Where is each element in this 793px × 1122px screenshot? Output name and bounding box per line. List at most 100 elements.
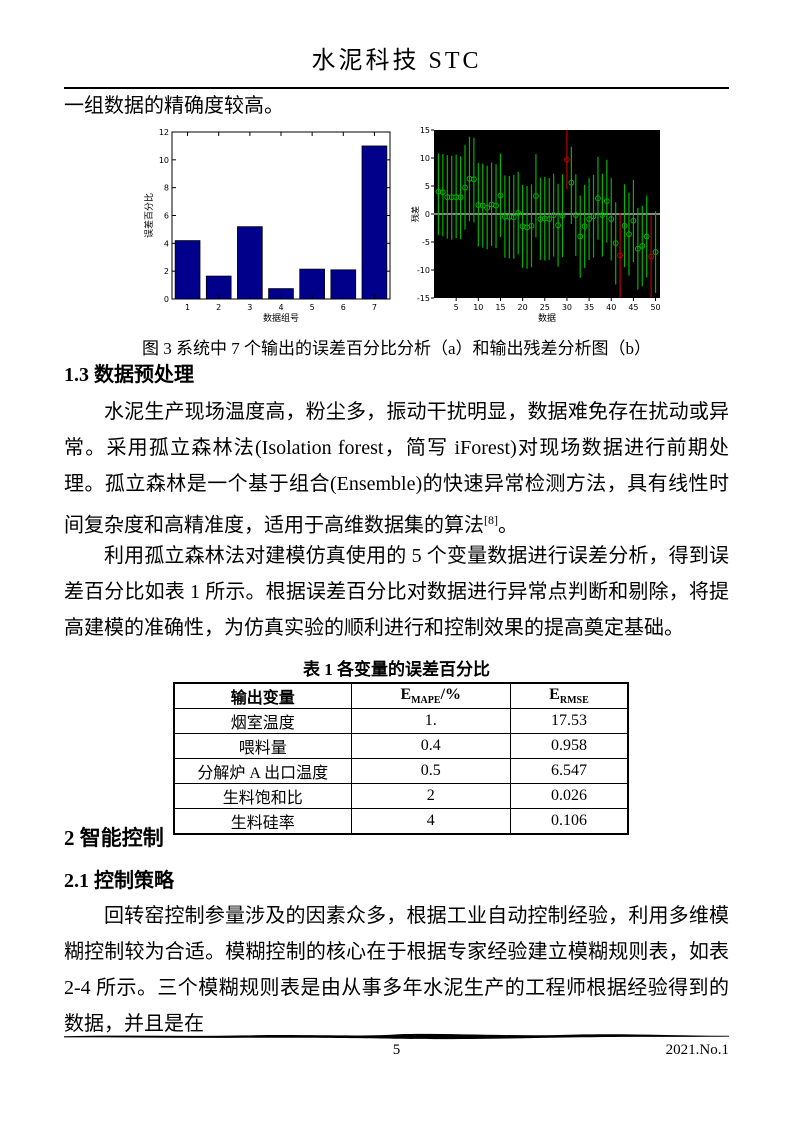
header-symbol: E xyxy=(400,685,412,703)
data-point xyxy=(612,240,619,247)
table-row: 生料硅率 4 0.106 xyxy=(173,808,629,835)
y-tick-label: 4 xyxy=(164,239,169,248)
data-point xyxy=(626,231,632,238)
section-heading-2-1: 2.1 控制策略 xyxy=(64,870,174,892)
y-tick-label: 15 xyxy=(420,126,430,135)
paragraph-text: 水泥生产现场温度高，粉尘多，振动干扰明显，数据难免存在扰动或异常。采用孤立森林法… xyxy=(64,401,729,537)
x-tick-label: 4 xyxy=(278,303,283,312)
data-point xyxy=(590,213,597,220)
y-tick-label: -10 xyxy=(417,266,430,275)
header-subscript: RMSE xyxy=(559,695,589,707)
figure-3-caption: 图 3 系统中 7 个输出的误差百分比分析（a）和输出残差分析图（b） xyxy=(141,339,652,358)
x-tick-label: 6 xyxy=(341,303,346,312)
issue-label: 2021.No.1 xyxy=(665,1042,729,1058)
table-cell: 2 xyxy=(350,783,511,809)
y-axis-label: 误差百分比 xyxy=(143,193,155,238)
data-point xyxy=(497,192,504,199)
y-tick-label: 12 xyxy=(159,128,169,137)
x-tick-label: 5 xyxy=(310,303,315,312)
data-point xyxy=(484,204,491,211)
table-header-emape: EMAPE/% xyxy=(350,682,511,709)
x-tick-label: 15 xyxy=(495,303,505,312)
x-tick-label: 30 xyxy=(562,303,572,312)
y-tick-label: 0 xyxy=(164,295,169,304)
bar xyxy=(174,240,201,300)
y-tick-label: 5 xyxy=(425,182,430,191)
section-heading-2: 2 智能控制 xyxy=(64,826,164,850)
table-1-title: 表 1 各变量的误差百分比 xyxy=(303,660,490,679)
page-number: 5 xyxy=(392,1042,401,1058)
data-point xyxy=(462,184,468,191)
x-tick-label: 10 xyxy=(473,303,483,312)
paragraph-text-end: 。 xyxy=(498,514,518,537)
data-point xyxy=(546,216,553,222)
x-axis-label: 数据组号 xyxy=(263,312,299,322)
data-point xyxy=(577,233,584,240)
data-point xyxy=(599,212,606,219)
bar xyxy=(361,145,388,300)
table-cell: 分解炉 A 出口温度 xyxy=(173,758,352,784)
data-point xyxy=(559,212,566,219)
x-tick-label: 45 xyxy=(628,303,638,312)
x-tick-label: 25 xyxy=(540,303,550,312)
bar xyxy=(237,226,263,300)
x-tick-label: 50 xyxy=(650,303,660,312)
data-point xyxy=(515,209,522,216)
table-row: 烟室温度 1. 17.53 xyxy=(173,708,629,734)
data-point xyxy=(528,222,535,229)
table-row: 分解炉 A 出口温度 0.5 6.547 xyxy=(173,758,629,784)
table-cell: 0.4 xyxy=(350,733,511,759)
data-point xyxy=(568,179,575,186)
header-unit: /% xyxy=(440,685,462,703)
table-row: 生料饱和比 2 0.026 xyxy=(173,783,629,809)
header-rule xyxy=(64,87,729,89)
y-tick-label: -5 xyxy=(422,238,430,247)
y-tick-label: -15 xyxy=(417,294,430,303)
x-tick-label: 5 xyxy=(454,303,459,312)
data-point xyxy=(608,216,615,222)
data-point xyxy=(550,212,557,219)
bar xyxy=(330,269,357,300)
data-point xyxy=(457,194,464,201)
reference-superscript: [8] xyxy=(484,513,498,527)
data-point xyxy=(595,195,601,202)
paragraph-preprocessing-2: 利用孤立森林法对建模仿真使用的 5 个变量数据进行误差分析，得到误差百分比如表 … xyxy=(64,545,729,639)
x-tick-label: 1 xyxy=(185,303,190,312)
section-heading-1-3: 1.3 数据预处理 xyxy=(64,364,194,386)
data-point xyxy=(555,222,561,229)
table-cell: 喂料量 xyxy=(173,733,352,759)
data-point xyxy=(652,249,659,255)
table-cell: 0.5 xyxy=(350,758,511,784)
table-cell: 0.958 xyxy=(509,733,629,759)
y-tick-label: 0 xyxy=(425,210,430,219)
x-axis-label: 数据 xyxy=(538,312,556,322)
plot-area xyxy=(171,131,391,300)
data-point xyxy=(564,156,570,163)
paragraph-preprocessing-1: 水泥生产现场温度高，粉尘多，振动干扰明显，数据难免存在扰动或异常。采用孤立森林法… xyxy=(64,394,729,544)
data-point xyxy=(493,202,499,209)
table-header-ermse: ERMSE xyxy=(509,682,629,709)
table-cell: 烟室温度 xyxy=(173,708,352,734)
table-cell: 0.106 xyxy=(509,808,629,835)
y-tick-label: 8 xyxy=(164,184,169,193)
data-point xyxy=(634,245,641,252)
data-point xyxy=(617,252,624,259)
y-tick-label: 2 xyxy=(164,267,169,276)
y-tick-label: 10 xyxy=(420,154,430,163)
x-tick-label: 7 xyxy=(372,303,377,312)
data-point xyxy=(510,214,517,221)
table-row: 喂料量 0.4 0.958 xyxy=(173,733,629,759)
x-tick-label: 40 xyxy=(606,303,616,312)
table-cell: 4 xyxy=(350,808,511,835)
y-axis-label: 残差 xyxy=(410,206,420,222)
data-point xyxy=(630,217,637,224)
data-point xyxy=(643,233,650,240)
table-header-row: 输出变量 EMAPE/% ERMSE xyxy=(173,682,629,709)
data-point xyxy=(479,202,486,209)
paragraph-control-strategy: 回转窑控制参量涉及的因素众多，根据工业自动控制经验，利用多维模糊控制较为合适。模… xyxy=(64,905,729,1035)
x-tick-label: 35 xyxy=(584,303,594,312)
data-point xyxy=(603,198,610,205)
table-cell: 0.026 xyxy=(509,783,629,809)
